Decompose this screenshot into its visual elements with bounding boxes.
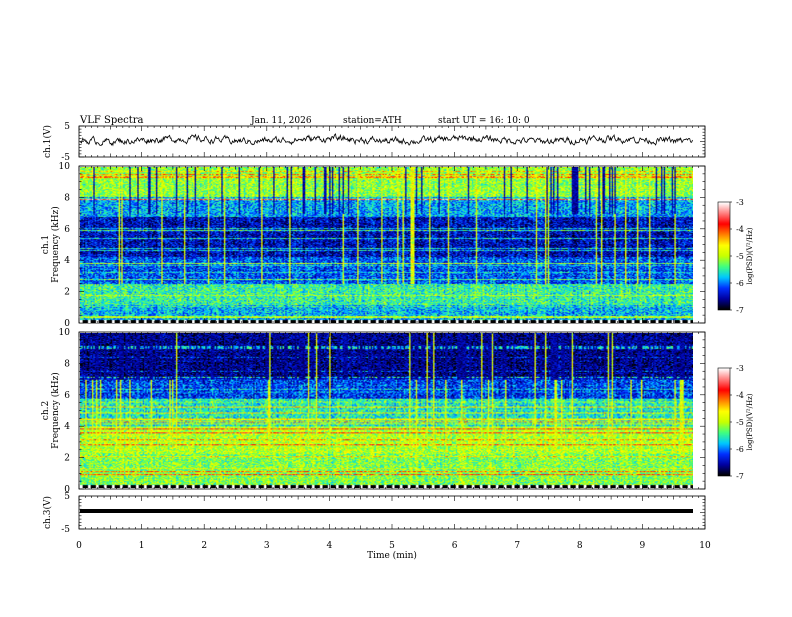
x-tick-label: 10	[699, 541, 711, 551]
start-ut-label: start UT = 16: 10: 0	[438, 116, 530, 126]
x-axis-label: Time (min)	[367, 550, 417, 561]
ch1-spectrogram-y-tick-label: 8	[64, 193, 70, 203]
x-tick-label: 6	[452, 541, 458, 551]
x-tick-label: 1	[139, 541, 145, 551]
ch1-spectrogram-colorbar-tick-label: -3	[736, 198, 744, 207]
ch1-voltage-y-label: ch.1(V)	[42, 125, 53, 158]
ch2-spectrogram-channel-label: ch.2	[41, 401, 51, 420]
x-tick-label: 4	[327, 541, 333, 551]
ch1-spectrogram-colorbar-tick-label: -7	[736, 306, 744, 315]
ch1-spectrogram-colorbar-tick-label: -6	[736, 279, 744, 288]
ch1-spectrogram-colorbar-tick-label: -5	[736, 252, 744, 261]
ch2-spectrogram-y-label: Frequency (kHz)	[50, 372, 61, 449]
ch2-colorbar	[718, 368, 730, 476]
ch2-spectrogram-colorbar-tick-label: -6	[736, 445, 744, 454]
ch2-spectrogram-y-tick-label: 8	[64, 359, 70, 369]
ch1-spectrogram-y-label: Frequency (kHz)	[50, 206, 61, 283]
ch1-colorbar	[718, 202, 730, 310]
ch2-spectrogram-colorbar-tick-label: -4	[736, 391, 744, 400]
ch1-voltage-y-tick-label: -5	[61, 153, 70, 163]
x-tick-label: 5	[389, 541, 395, 551]
ch3-voltage-y-tick-label: -5	[61, 525, 70, 535]
ch1-spectrogram-channel-label: ch.1	[41, 235, 51, 254]
ch3-voltage-y-tick-label: 5	[64, 492, 70, 502]
ch1-spectrogram-y-tick-label: 10	[59, 162, 71, 172]
ch2-spectrogram-image	[80, 333, 693, 488]
ch1-spectrogram-y-tick-label: 4	[64, 256, 70, 266]
ch1-spectrogram-y-tick-label: 0	[64, 319, 70, 329]
ch2-spectrogram-colorbar-label: log(PSD)(V²/Hz)	[746, 393, 754, 450]
ch2-spectrogram-y-tick-label: 2	[64, 454, 70, 464]
x-tick-label: 2	[201, 541, 207, 551]
ch1-spectrogram-colorbar-label: log(PSD)(V²/Hz)	[746, 227, 754, 284]
ch2-spectrogram-y-tick-label: 6	[64, 391, 70, 401]
ch1-spectrogram-y-tick-label: 2	[64, 288, 70, 298]
ch2-spectrogram-colorbar-tick-label: -7	[736, 472, 744, 481]
ch1-voltage-y-tick-label: 5	[64, 122, 70, 132]
ch1-spectrogram-colorbar-tick-label: -4	[736, 225, 744, 234]
ch2-spectrogram-colorbar-tick-label: -5	[736, 418, 744, 427]
x-tick-label: 7	[514, 541, 520, 551]
ch3-voltage-trace	[80, 509, 693, 513]
ch1-spectrogram-image	[80, 167, 693, 323]
ch2-spectrogram-y-tick-label: 4	[64, 422, 70, 432]
x-tick-label: 0	[76, 541, 82, 551]
ch2-spectrogram-y-tick-label: 0	[64, 485, 70, 495]
axis-ticks	[78, 125, 732, 530]
ch3-voltage-y-label: ch.3(V)	[42, 496, 53, 529]
ch2-spectrogram-y-tick-label: 10	[59, 328, 71, 338]
x-tick-label: 9	[640, 541, 646, 551]
ch2-spectrogram-colorbar-tick-label: -3	[736, 364, 744, 373]
x-tick-label: 3	[264, 541, 270, 551]
ch1-spectrogram-y-tick-label: 6	[64, 225, 70, 235]
ch1-voltage-trace	[79, 133, 693, 147]
station-label: station=ATH	[343, 116, 402, 126]
figure-title: VLF Spectra	[79, 115, 144, 126]
date-label: Jan. 11, 2026	[250, 116, 312, 126]
x-tick-label: 8	[577, 541, 583, 551]
